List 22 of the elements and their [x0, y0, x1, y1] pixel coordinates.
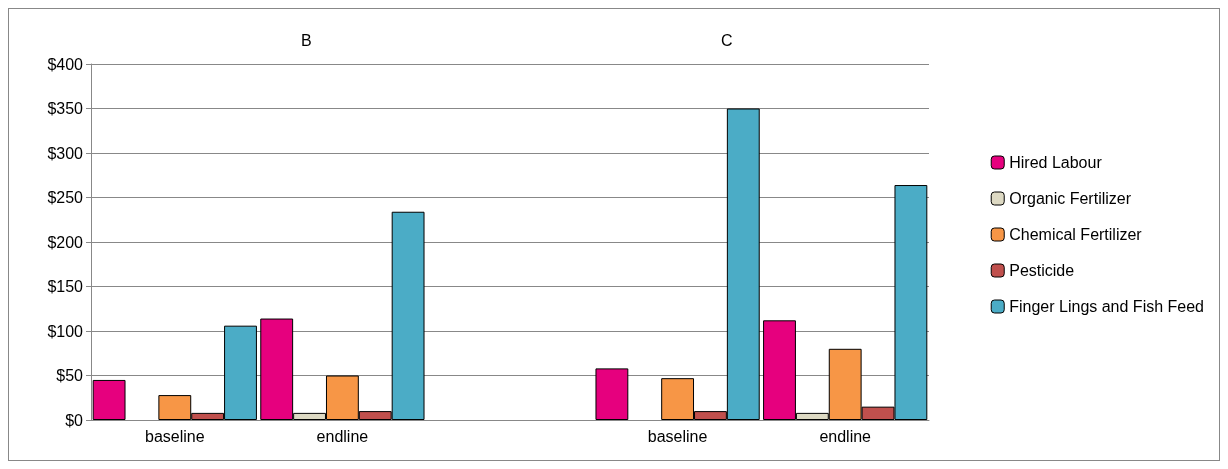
legend-label: Pesticide: [1009, 262, 1075, 279]
text: B: [301, 31, 312, 49]
y-tick-label: $150: [47, 278, 84, 295]
y-tick-label: $300: [47, 144, 84, 162]
bar: [595, 368, 629, 420]
x-tick-label: endline: [316, 427, 369, 445]
x-tick-label: baseline: [647, 427, 708, 445]
y-tick-label: $200: [47, 233, 84, 251]
x-tick-label: endline: [819, 427, 872, 445]
legend-label: Hired Labour: [1009, 154, 1103, 171]
y-tick-label: $50: [56, 367, 84, 384]
y-tick-label: $0: [65, 411, 84, 429]
y-tick-label: $350: [47, 100, 84, 117]
text: C: [721, 31, 733, 49]
y-tick-label: $250: [47, 189, 84, 206]
y-tick-label: $100: [47, 322, 84, 340]
bar: [92, 379, 126, 420]
legend-label: Chemical Fertilizer: [1009, 226, 1143, 243]
legend-label: Organic Fertilizer: [1009, 190, 1132, 207]
y-tick-label: $400: [47, 55, 84, 73]
legend-label: Finger Lings and Fish Feed: [1009, 298, 1205, 315]
x-tick-label: baseline: [145, 427, 205, 445]
